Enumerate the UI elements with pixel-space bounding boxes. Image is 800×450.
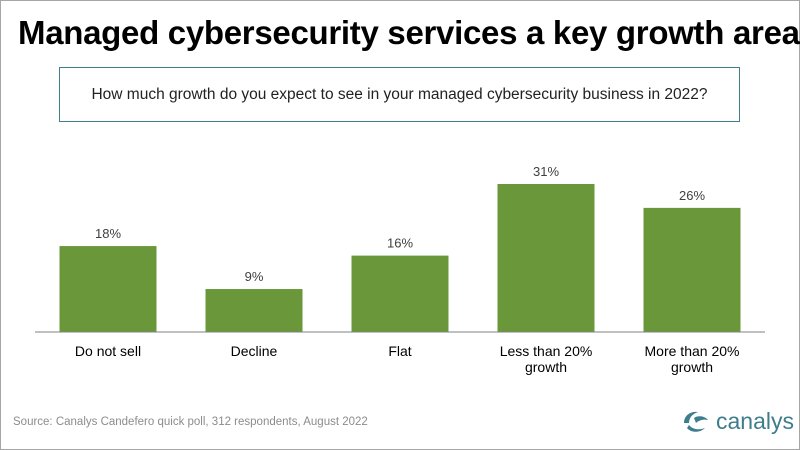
data-label-2: 16% bbox=[387, 236, 413, 251]
canalys-logo: canalys bbox=[681, 408, 794, 435]
category-label-4-line-1: growth bbox=[671, 359, 713, 375]
data-label-1: 9% bbox=[245, 269, 264, 284]
bar-2 bbox=[351, 255, 449, 332]
bar-4 bbox=[643, 207, 741, 332]
data-label-4: 26% bbox=[679, 188, 705, 203]
category-label-0: Do not sell bbox=[75, 343, 141, 359]
slide-title: Managed cybersecurity services a key gro… bbox=[18, 14, 800, 51]
logo-text: canalys bbox=[716, 408, 794, 434]
bar-3 bbox=[497, 184, 595, 332]
question-text: How much growth do you expect to see in … bbox=[91, 85, 708, 103]
data-label-0: 18% bbox=[95, 226, 121, 241]
category-label-2: Flat bbox=[388, 343, 411, 359]
canalys-logo-icon bbox=[684, 411, 708, 432]
question-box: How much growth do you expect to see in … bbox=[59, 67, 740, 122]
bar-1 bbox=[205, 289, 303, 332]
bar-0 bbox=[59, 246, 157, 332]
category-label-3-line-1: growth bbox=[525, 359, 567, 375]
category-label-3-line-0: Less than 20% bbox=[500, 343, 593, 359]
data-label-3: 31% bbox=[533, 164, 559, 179]
source-note: Source: Canalys Candefero quick poll, 31… bbox=[13, 416, 368, 428]
category-label-4-line-0: More than 20% bbox=[645, 343, 740, 359]
category-label-1: Decline bbox=[231, 343, 278, 359]
